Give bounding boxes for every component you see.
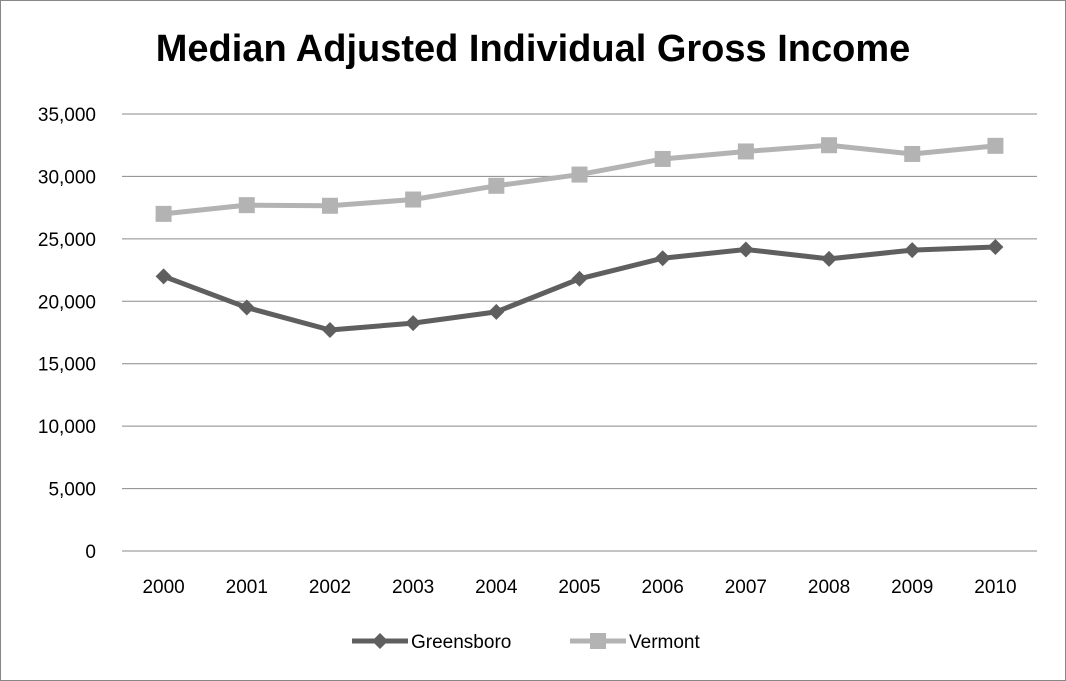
legend-item-vermont: Vermont xyxy=(570,632,700,653)
data-point-marker xyxy=(155,268,172,285)
data-point-marker xyxy=(654,150,671,167)
x-tick-label: 2008 xyxy=(808,577,850,598)
data-point-marker xyxy=(238,197,255,214)
data-point-marker xyxy=(904,145,921,162)
x-tick-label: 2010 xyxy=(974,577,1016,598)
data-point-marker xyxy=(488,177,505,194)
y-tick-label: 20,000 xyxy=(38,292,96,313)
legend-marker xyxy=(590,633,606,649)
data-point-marker xyxy=(737,241,754,258)
legend: Greensboro Vermont xyxy=(352,632,700,653)
data-point-marker xyxy=(321,197,338,214)
series-line xyxy=(162,244,996,333)
data-point-marker xyxy=(737,143,754,160)
legend-label: Vermont xyxy=(629,632,700,653)
data-point-marker xyxy=(821,250,838,267)
y-tick-label: 30,000 xyxy=(38,167,96,188)
data-point-marker xyxy=(571,166,588,183)
x-axis-tick-labels: 2000 2001 2002 2003 2004 2005 2006 2007 2008 2009… xyxy=(142,577,1016,598)
data-point-marker xyxy=(904,242,921,259)
y-tick-label: 5,000 xyxy=(48,480,96,501)
data-point-marker xyxy=(155,205,172,222)
y-tick-label: 10,000 xyxy=(38,417,96,438)
x-tick-label: 2003 xyxy=(392,577,434,598)
series-vermont xyxy=(155,137,1004,222)
data-point-marker xyxy=(571,270,588,287)
data-point-marker xyxy=(987,238,1004,255)
series-greensboro xyxy=(155,238,1004,339)
data-point-marker xyxy=(488,303,505,320)
x-tick-label: 2004 xyxy=(475,577,518,598)
x-tick-label: 2002 xyxy=(309,577,351,598)
y-tick-label: 15,000 xyxy=(38,355,96,376)
x-tick-label: 2006 xyxy=(642,577,684,598)
series-lines xyxy=(155,137,1004,339)
x-tick-label: 2000 xyxy=(142,577,184,598)
data-point-marker xyxy=(321,322,338,339)
x-tick-label: 2009 xyxy=(891,577,933,598)
legend-marker xyxy=(372,633,388,649)
legend-item-greensboro: Greensboro xyxy=(352,632,511,653)
x-tick-label: 2007 xyxy=(725,577,767,598)
data-point-marker xyxy=(238,299,255,316)
x-tick-label: 2001 xyxy=(226,577,268,598)
y-axis-tick-labels: 0 5,000 10,000 15,000 20,000 25,000 30,000 35,0… xyxy=(38,105,96,563)
data-point-marker xyxy=(987,137,1004,154)
y-tick-label: 0 xyxy=(85,542,96,563)
x-tick-label: 2005 xyxy=(558,577,600,598)
data-point-marker xyxy=(405,191,422,208)
legend-label: Greensboro xyxy=(411,632,511,653)
data-point-marker xyxy=(654,250,671,267)
y-tick-label: 35,000 xyxy=(38,105,96,126)
data-point-marker xyxy=(821,137,838,154)
y-tick-label: 25,000 xyxy=(38,230,96,251)
data-point-marker xyxy=(405,315,422,332)
chart-title: Median Adjusted Individual Gross Income xyxy=(155,28,911,70)
